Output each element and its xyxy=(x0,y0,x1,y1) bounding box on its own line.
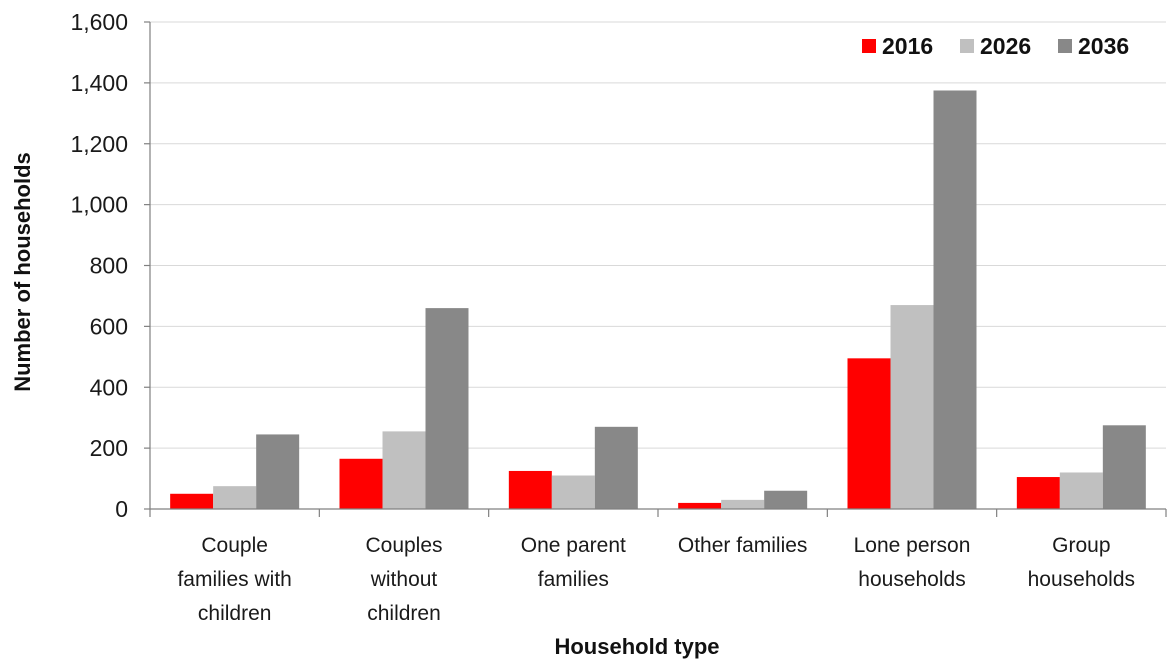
bar-2036 xyxy=(256,434,300,509)
bar-2016 xyxy=(678,502,722,509)
legend-swatch-2016 xyxy=(862,39,876,53)
bar-2036 xyxy=(933,90,977,509)
y-tick-label: 1,200 xyxy=(70,131,128,157)
bar-2026 xyxy=(1059,472,1103,509)
legend-swatch-2026 xyxy=(960,39,974,53)
bar-2026 xyxy=(890,305,934,509)
x-category-label: Other families xyxy=(678,534,808,557)
bar-2016 xyxy=(508,470,552,509)
y-tick-label: 800 xyxy=(90,253,128,279)
y-tick-label: 200 xyxy=(90,435,128,461)
bar-2036 xyxy=(764,490,808,509)
bar-2016 xyxy=(339,458,383,509)
bars xyxy=(170,90,1146,509)
gridlines xyxy=(150,21,1166,449)
legend-label-2026: 2026 xyxy=(980,33,1031,59)
x-category-label: Group households xyxy=(1028,534,1135,591)
x-category-label: One parent families xyxy=(521,534,626,591)
bar-2016 xyxy=(847,358,891,509)
x-axis-title: Household type xyxy=(554,634,719,659)
x-category-label: Couples without children xyxy=(365,534,442,625)
x-category-labels: Couple families with children Couples withou… xyxy=(177,534,1135,625)
bar-2016 xyxy=(170,493,214,509)
legend: 2016 2026 2036 xyxy=(862,33,1129,59)
bar-2026 xyxy=(721,499,765,509)
legend-label-2016: 2016 xyxy=(882,33,933,59)
y-tick-label: 1,000 xyxy=(70,192,128,218)
bar-2016 xyxy=(1016,477,1060,509)
y-tick-label: 1,600 xyxy=(70,9,128,35)
bar-2026 xyxy=(382,431,426,509)
y-tick-label: 0 xyxy=(115,496,128,522)
y-tick-label: 1,400 xyxy=(70,70,128,96)
y-axis-title: Number of households xyxy=(10,152,35,392)
x-category-label: Couple families with children xyxy=(177,534,291,625)
legend-label-2036: 2036 xyxy=(1078,33,1129,59)
y-tick-labels: 0 200 400 600 800 1,000 1,200 1,400 1,600 xyxy=(70,9,128,522)
bar-2026 xyxy=(551,475,595,509)
y-tick-label: 400 xyxy=(90,374,128,400)
axes xyxy=(144,21,1167,517)
bar-2036 xyxy=(1102,425,1146,509)
y-tick-label: 600 xyxy=(90,313,128,339)
x-category-label: Lone person households xyxy=(854,534,971,591)
bar-2036 xyxy=(594,426,638,509)
legend-swatch-2036 xyxy=(1058,39,1072,53)
bar-2036 xyxy=(425,308,469,509)
bar-2026 xyxy=(213,486,257,509)
